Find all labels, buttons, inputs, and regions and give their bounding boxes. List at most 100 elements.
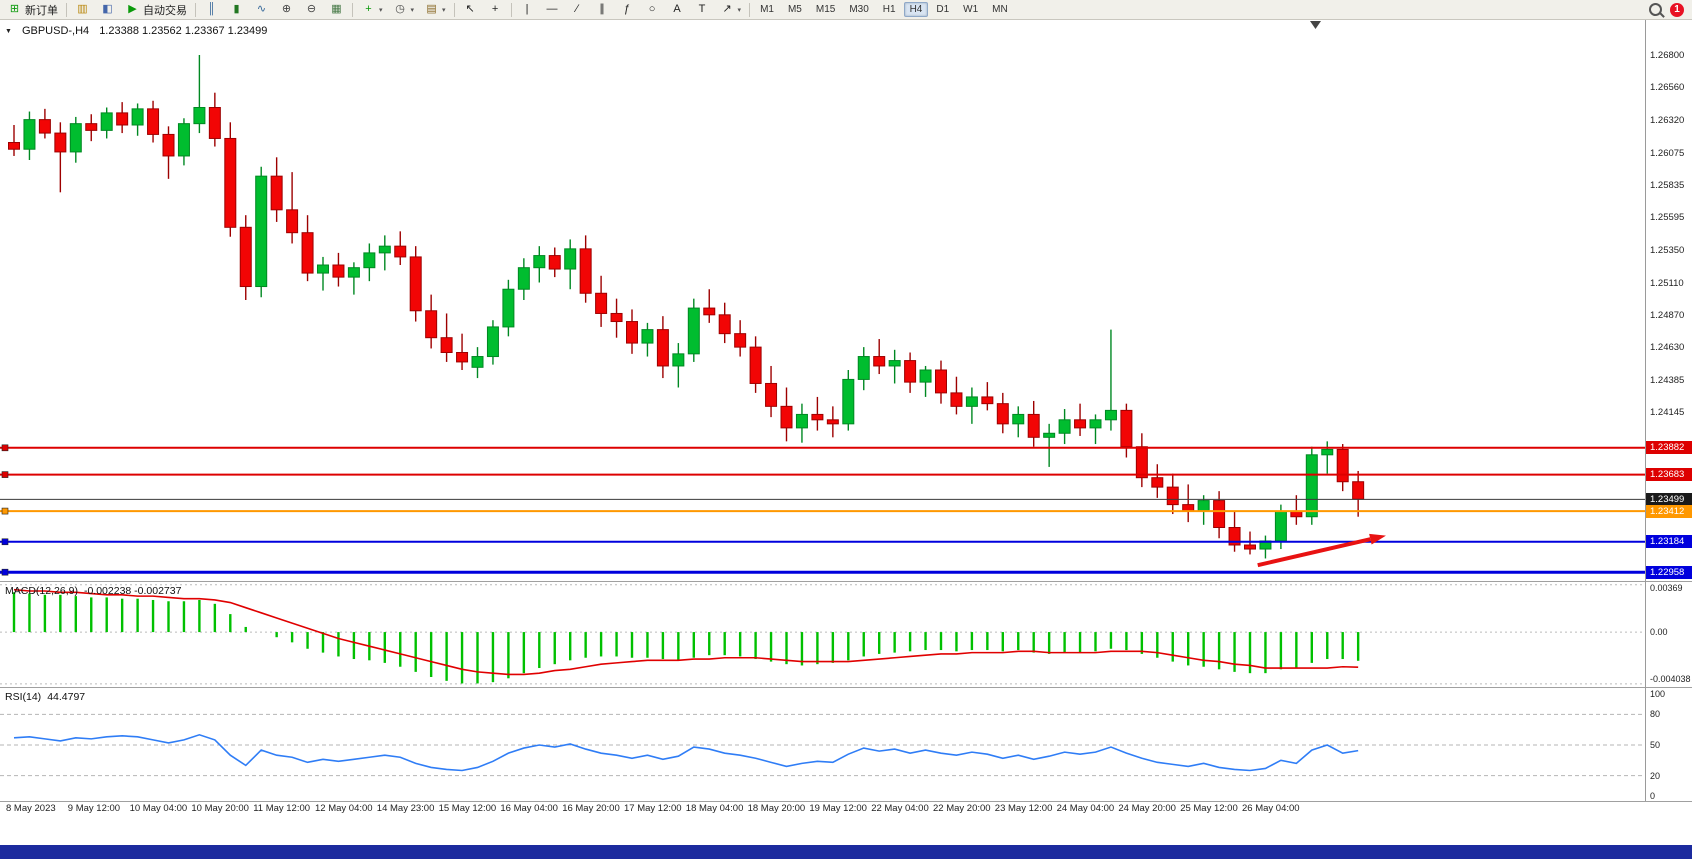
- candle: [286, 209, 299, 234]
- label-button[interactable]: T: [691, 1, 714, 18]
- chart-shift-marker-icon[interactable]: [1310, 21, 1321, 29]
- arrows-button[interactable]: ↗ ▾: [716, 1, 746, 18]
- channel-button[interactable]: ∥: [591, 1, 614, 18]
- vertical-line-button[interactable]: |: [516, 1, 539, 18]
- search-icon[interactable]: [1649, 3, 1662, 16]
- candle: [919, 369, 932, 383]
- price-line-handle[interactable]: [1, 538, 9, 546]
- rsi-indicator-label: RSI(14) 44.4797: [5, 691, 85, 703]
- bar-chart-button[interactable]: ║: [200, 1, 223, 18]
- candle: [1228, 527, 1241, 546]
- macd-signal-line: [13, 588, 1359, 676]
- notification-badge[interactable]: 1: [1670, 2, 1684, 17]
- new-order-button[interactable]: ⊞ 新订单: [3, 1, 62, 19]
- dropdown-caret-icon: ▾: [379, 6, 383, 14]
- text-button[interactable]: A: [666, 1, 689, 18]
- macd-histogram: [12, 592, 1360, 684]
- candle: [533, 255, 546, 269]
- tf-button-m1[interactable]: M1: [760, 4, 774, 15]
- tf-button-m5[interactable]: M5: [787, 4, 802, 15]
- candle: [888, 360, 901, 367]
- candle: [579, 248, 592, 294]
- autotrading-button-label: 自动交易: [143, 4, 187, 17]
- candle: [69, 123, 82, 153]
- chart-dropdown-icon[interactable]: ▼: [5, 27, 12, 35]
- candle: [1336, 448, 1349, 483]
- tile-windows-icon: ▦: [331, 3, 342, 15]
- zoom-in-button[interactable]: ⊕: [275, 1, 298, 18]
- crosshair-icon: +: [491, 3, 499, 15]
- line-chart-button[interactable]: ∿: [250, 1, 273, 18]
- tf-button-h1[interactable]: H1: [882, 4, 896, 15]
- templates-button[interactable]: ▤ ▾: [420, 1, 450, 18]
- candle: [162, 133, 175, 157]
- candle: [147, 108, 160, 135]
- candle: [38, 119, 51, 134]
- price-line-handle[interactable]: [1, 471, 9, 478]
- arrow-annotation-head[interactable]: [1369, 533, 1386, 545]
- candle: [703, 307, 716, 316]
- crosshair-button[interactable]: +: [484, 1, 507, 18]
- candle: [842, 378, 855, 425]
- price-line-handle[interactable]: [1, 568, 9, 576]
- tf-button-m15[interactable]: M15: [815, 4, 836, 15]
- candle: [981, 396, 994, 405]
- shapes-icon: ○: [648, 3, 656, 15]
- toolbar-separator: [66, 2, 67, 17]
- candle: [826, 419, 839, 425]
- tf-button-w1[interactable]: W1: [963, 4, 979, 15]
- bottom-taskbar: [0, 845, 1692, 859]
- arrow-annotation[interactable]: [1257, 537, 1371, 568]
- periods-button[interactable]: ◷ ▾: [389, 1, 419, 18]
- indicators-button[interactable]: + ▾: [357, 1, 387, 18]
- toolbar-separator: [352, 2, 353, 17]
- toolbar-separator: [195, 2, 196, 17]
- autotrading-button[interactable]: ▶ 自动交易: [121, 1, 191, 19]
- candles: [8, 55, 1365, 559]
- dropdown-caret-icon: ▾: [737, 6, 742, 14]
- label-icon: T: [698, 3, 706, 15]
- profiles-button[interactable]: ◧: [96, 1, 119, 18]
- candle: [1321, 448, 1334, 456]
- trendline-button[interactable]: ∕: [566, 1, 589, 18]
- dropdown-caret-icon: ▾: [442, 6, 446, 14]
- candle: [626, 321, 638, 344]
- candle: [1135, 446, 1148, 479]
- macd-values: -0.002238 -0.002737: [83, 585, 182, 597]
- tf-button-m30[interactable]: M30: [849, 4, 869, 15]
- channel-icon: ∥: [599, 3, 605, 15]
- candle: [1120, 409, 1133, 448]
- rsi-line: [13, 733, 1359, 772]
- new-chart-button[interactable]: ▥: [71, 1, 94, 18]
- candle: [317, 264, 329, 274]
- tf-button-d1[interactable]: D1: [936, 4, 950, 15]
- candle: [131, 108, 144, 126]
- toolbar-separator: [453, 2, 455, 17]
- fibonacci-button[interactable]: ƒ: [616, 1, 639, 18]
- cursor-button[interactable]: ↖: [459, 1, 482, 18]
- zoom-out-icon: ⊖: [306, 3, 317, 15]
- tile-windows-button[interactable]: ▦: [325, 1, 348, 18]
- profiles-icon: ◧: [102, 3, 113, 15]
- price-line-handle[interactable]: [1, 444, 9, 452]
- candlestick-chart-button[interactable]: ▮: [225, 1, 248, 18]
- price-line-handle[interactable]: [1, 507, 9, 515]
- horizontal-line-button[interactable]: —: [541, 1, 564, 18]
- candle: [857, 356, 870, 380]
- candle: [965, 396, 978, 407]
- candle: [795, 413, 808, 429]
- candle: [54, 132, 67, 153]
- zoom-in-icon: ⊕: [281, 3, 292, 15]
- macd-indicator-label: MACD(12,26,9) -0.002238 -0.002737: [5, 585, 181, 597]
- zoom-out-button[interactable]: ⊖: [300, 1, 323, 18]
- candle: [23, 119, 36, 150]
- toolbar-separator: [510, 2, 512, 17]
- candle: [8, 142, 20, 150]
- templates-icon: ▤: [426, 3, 437, 15]
- tf-button-h4[interactable]: H4: [903, 2, 929, 17]
- tf-button-mn[interactable]: MN: [992, 4, 1008, 15]
- candle: [409, 256, 422, 312]
- shapes-button[interactable]: ○: [641, 1, 664, 18]
- candle: [363, 252, 376, 269]
